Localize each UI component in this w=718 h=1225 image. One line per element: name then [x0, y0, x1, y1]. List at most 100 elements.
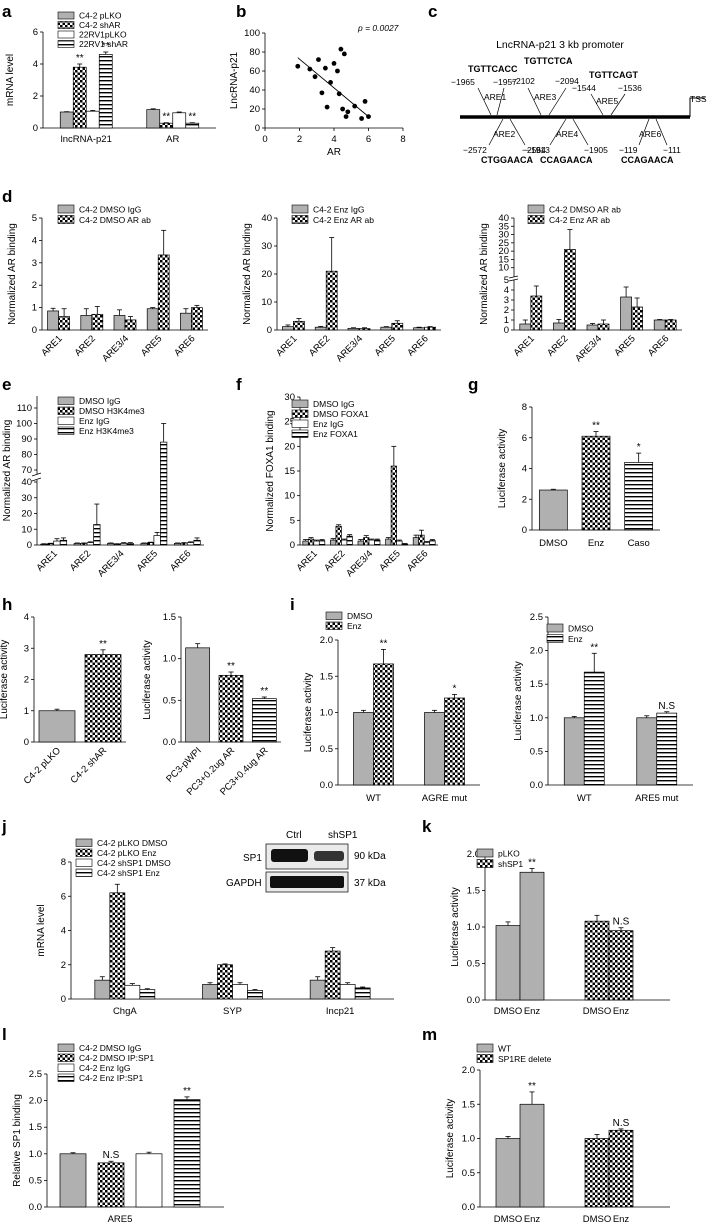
bar — [282, 326, 294, 331]
y-tick-label: 6 — [33, 27, 38, 38]
x-tick-label: ARE5 — [108, 1214, 133, 1225]
x-tick-label: DMSO — [494, 1006, 523, 1017]
bar — [346, 535, 353, 546]
axis-break — [31, 477, 42, 482]
y-tick-label: 110 — [17, 403, 32, 414]
bar — [354, 987, 371, 1000]
bar — [307, 538, 315, 546]
bar — [412, 537, 420, 546]
x-tick-label: ARE6 — [172, 333, 197, 358]
significance-label: N.S — [658, 701, 675, 712]
legend-label: C4-2 pLKO Enz — [97, 848, 157, 858]
bar — [202, 984, 218, 1000]
bar — [113, 315, 126, 331]
bar — [160, 441, 168, 546]
axis-break — [31, 472, 42, 477]
bar — [85, 110, 100, 129]
legend-label: C4-2 Enz IgG — [313, 205, 365, 215]
legend-label: shSP1 — [498, 859, 523, 869]
scatter-point — [359, 116, 364, 121]
legend-label: C4-2 pLKO DMSO — [97, 838, 168, 848]
are1-seq: TGTTCACC — [468, 64, 518, 74]
x-tick-label: 0 — [262, 134, 267, 145]
y-tick-label: 0 — [27, 540, 32, 551]
legend-swatch — [75, 838, 93, 847]
bar — [302, 540, 309, 546]
bar — [309, 979, 326, 1000]
y-tick-label: 1.5 — [29, 1122, 42, 1133]
significance-label: ** — [162, 112, 170, 123]
bar — [324, 950, 341, 1000]
scatter-point — [312, 74, 318, 80]
y-tick-label: 0.0 — [530, 780, 543, 791]
y-tick-label: 2 — [61, 960, 66, 971]
significance-label: ** — [592, 421, 600, 432]
bar — [318, 540, 326, 546]
bar — [653, 319, 666, 331]
legend-label: C4-2 Enz IP:SP1 — [79, 1073, 144, 1083]
bar — [53, 540, 61, 546]
scatter-point — [335, 68, 340, 74]
bar — [519, 323, 532, 331]
bar — [631, 306, 643, 331]
y-tick-label: 40 — [21, 477, 32, 488]
y-tick-label: 2.5 — [29, 1069, 42, 1080]
y-tick-label: 1.0 — [530, 713, 543, 724]
legend-label: C4-2 shSP1 DMSO — [97, 858, 171, 868]
x-tick-label: ARE1 — [295, 548, 320, 573]
legend-label: Enz — [347, 621, 362, 631]
y-tick-label: 8 — [61, 857, 66, 868]
y-tick-label: 8 — [522, 402, 527, 413]
x-tick-label: Enz — [588, 538, 605, 549]
x-tick-label: ARE5 — [377, 548, 402, 573]
y-tick-label: 5 — [504, 275, 509, 286]
bar — [538, 489, 568, 531]
bar — [495, 1138, 521, 1208]
legend-swatch — [546, 634, 564, 643]
y-axis-title: Normalized AR binding — [2, 420, 13, 522]
y-axis-title: mRNA level — [5, 54, 16, 106]
significance-label: ** — [188, 112, 196, 123]
bar — [97, 1162, 125, 1208]
legend-label: DMSO H3K4me3 — [79, 406, 145, 416]
bar — [353, 712, 374, 786]
y-tick-label: 1.5 — [163, 612, 176, 623]
y-axis-title: Normalized AR binding — [7, 223, 18, 325]
y-tick-label: 0 — [24, 737, 29, 748]
are4-label: ARE4 — [556, 129, 578, 139]
bar — [620, 296, 632, 331]
are1-right: −1957 — [493, 77, 517, 87]
legend-swatch — [291, 429, 309, 438]
x-tick-label: C4-2 shAR — [68, 745, 109, 786]
legend-swatch — [57, 426, 75, 435]
y-tick-label: 20 — [21, 509, 32, 520]
axis-break — [508, 278, 519, 282]
significance-label: ** — [380, 638, 388, 649]
bar — [173, 1099, 201, 1208]
y-tick-label: 2.0 — [320, 635, 333, 646]
legend-swatch — [57, 21, 75, 29]
bar — [124, 984, 141, 1000]
western-blot-inset: Ctrl shSP1 SP1 GAPDH 90 kDa 37 kDa — [226, 830, 386, 893]
x-tick-label: DMSO — [583, 1006, 612, 1017]
panel-letter: g — [468, 375, 478, 394]
y-tick-label: 20 — [284, 441, 295, 452]
bar — [624, 462, 654, 531]
legend-label: C4-2 Enz AR ab — [313, 215, 374, 225]
legend-swatch — [57, 1063, 75, 1072]
legend-label: pLKO — [498, 849, 520, 859]
scatter-point — [340, 106, 346, 112]
y-tick-label: 30 — [284, 392, 295, 403]
bar — [59, 1153, 87, 1208]
scatter-point — [324, 104, 330, 110]
legend-swatch — [476, 1043, 494, 1053]
bar — [217, 964, 233, 1000]
x-tick-label: Caso — [628, 538, 650, 549]
legend-swatch — [75, 848, 93, 857]
blot-lane-shsp1: shSP1 — [328, 830, 358, 841]
legend-label: C4-2 shAR — [79, 20, 121, 30]
legend-label: 22RV1pLKO — [79, 30, 127, 40]
legend-label: DMSO IgG — [79, 396, 121, 406]
legend-swatch — [57, 215, 75, 224]
significance-label: ** — [528, 1081, 536, 1092]
